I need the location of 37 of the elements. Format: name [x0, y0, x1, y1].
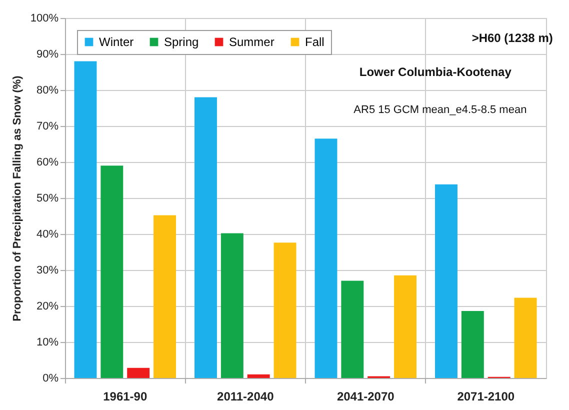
legend-label: Fall [305, 35, 324, 49]
legend-label: Spring [164, 35, 199, 49]
annotation: AR5 15 GCM mean_e4.5-8.5 mean [354, 104, 527, 116]
bar [274, 242, 296, 378]
bar [514, 298, 537, 378]
y-tick-label: 100% [30, 12, 59, 24]
bar [154, 215, 176, 378]
y-tick-label: 90% [36, 48, 59, 60]
y-tick-label: 40% [36, 228, 59, 240]
bar [314, 138, 338, 378]
legend-label: Winter [99, 35, 134, 49]
y-tick-label: 10% [36, 336, 59, 348]
bar [127, 368, 150, 378]
bar [220, 233, 244, 378]
bar [461, 311, 484, 378]
y-tick-label: 30% [36, 264, 59, 276]
y-tick-label: 0% [42, 372, 59, 384]
x-tick-label: 2041-2070 [336, 390, 395, 404]
y-tick-label: 70% [36, 120, 59, 132]
bar [247, 374, 270, 378]
x-tick-label: 1961-90 [103, 390, 148, 404]
annotation: Lower Columbia-Kootenay [359, 65, 512, 79]
x-tick-label: 2011-2040 [217, 390, 274, 404]
bar [194, 97, 217, 378]
bar [435, 184, 458, 378]
y-tick-label: 60% [36, 156, 59, 168]
legend-label: Summer [229, 35, 274, 49]
bar [341, 280, 364, 378]
bar [100, 166, 124, 378]
y-tick-label: 20% [36, 300, 59, 312]
bar [74, 61, 97, 378]
y-tick-label: 80% [36, 84, 59, 96]
y-axis-title: Proportion of Precipitation Falling as Snow (%) [11, 75, 24, 322]
bar [394, 275, 416, 378]
annotation: >H60 (1238 m) [472, 30, 553, 45]
y-tick-label: 50% [36, 192, 59, 204]
x-tick-label: 2071-2100 [457, 390, 515, 404]
